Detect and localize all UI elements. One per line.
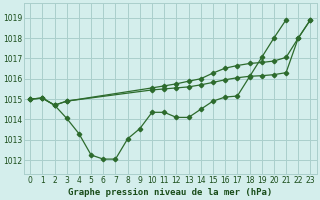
X-axis label: Graphe pression niveau de la mer (hPa): Graphe pression niveau de la mer (hPa) (68, 188, 272, 197)
